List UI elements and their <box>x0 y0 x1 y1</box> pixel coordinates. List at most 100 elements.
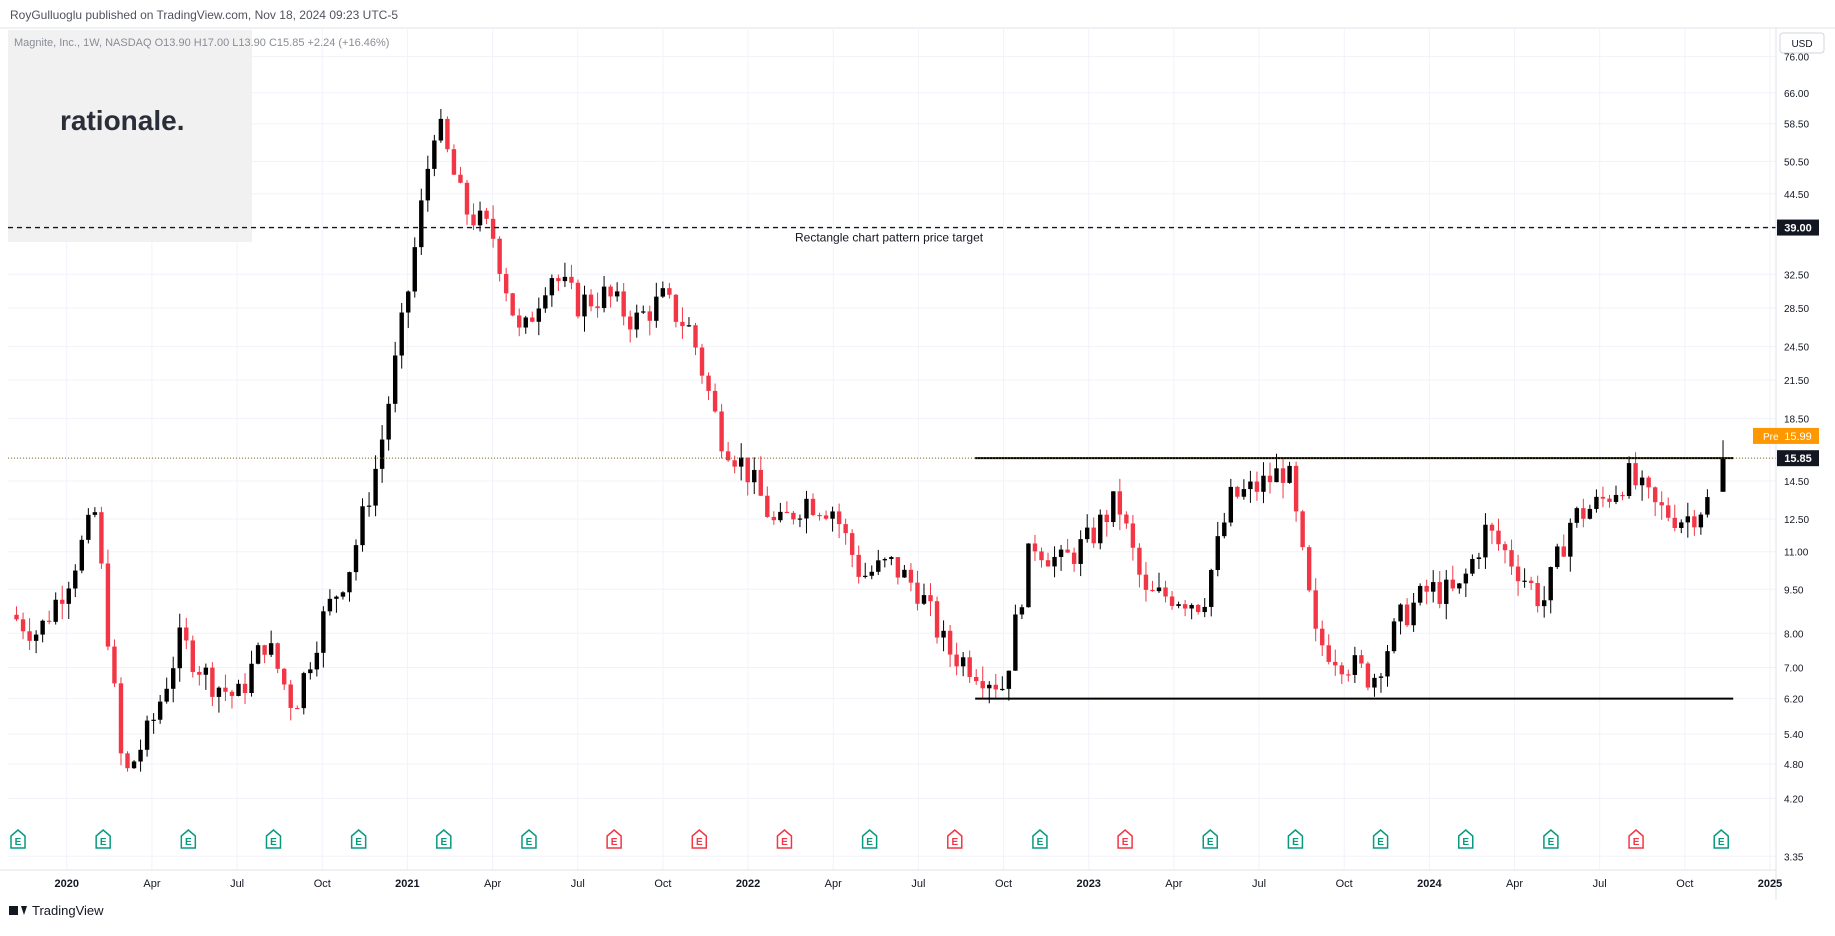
candle-down <box>647 311 652 321</box>
candle-up <box>1261 475 1266 492</box>
earnings-marker[interactable]: E <box>521 829 537 849</box>
earnings-marker-text: E <box>15 837 22 848</box>
time-tick-label: Oct <box>1676 878 1693 890</box>
candle-down <box>1561 546 1566 557</box>
candle-down <box>1130 523 1136 548</box>
publisher-text: RoyGulluoglu published on TradingView.co… <box>10 8 398 22</box>
earnings-marker[interactable]: E <box>861 829 878 849</box>
earnings-marker[interactable]: E <box>265 829 282 849</box>
candle-down <box>1646 477 1651 488</box>
candle-down <box>510 293 515 316</box>
price-tick-label: 50.50 <box>1784 157 1809 168</box>
earnings-marker[interactable]: E <box>10 829 26 849</box>
earnings-marker-shape <box>265 829 282 849</box>
symbol-line: Magnite, Inc., 1W, NASDAQ O13.90 H17.00 … <box>14 37 389 49</box>
time-tick-label: Apr <box>825 878 842 890</box>
earnings-marker[interactable]: E <box>947 829 963 849</box>
currency-button[interactable]: USD <box>1779 32 1825 54</box>
candle-up <box>366 505 372 507</box>
earnings-marker-shape <box>947 829 963 849</box>
earnings-marker-text: E <box>1037 837 1044 848</box>
candle-up <box>1084 527 1090 540</box>
candle-down <box>947 630 953 655</box>
candle-up <box>582 294 587 317</box>
earnings-marker[interactable]: E <box>1202 829 1219 849</box>
earnings-marker-shape <box>1372 829 1389 849</box>
price-tick-label: 18.50 <box>1784 415 1809 426</box>
candle-up <box>353 545 359 573</box>
earnings-marker[interactable]: E <box>606 829 622 849</box>
earnings-marker[interactable]: E <box>1628 829 1644 849</box>
candle-up <box>399 312 404 356</box>
candle-up <box>1287 465 1292 483</box>
candle-up <box>1352 655 1358 675</box>
candle-down <box>1182 604 1188 609</box>
tradingview-brand[interactable]: TradingView <box>9 903 104 918</box>
earnings-marker-shape <box>861 829 878 849</box>
candle-down <box>27 631 32 641</box>
price-target-label: Rectangle chart pattern price target <box>795 231 984 245</box>
earnings-marker[interactable]: E <box>1287 829 1304 849</box>
candle-up <box>778 511 783 521</box>
candle-down <box>530 317 535 322</box>
candle-up <box>1705 497 1710 515</box>
earnings-marker[interactable]: E <box>776 829 793 849</box>
candle-down <box>1195 604 1201 613</box>
candle-up <box>601 286 607 309</box>
earnings-marker[interactable]: E <box>1032 829 1048 849</box>
price-tick-label: 44.50 <box>1784 190 1809 201</box>
candle-up <box>1228 486 1234 523</box>
candle-up <box>752 469 757 483</box>
candle-down <box>1169 596 1175 606</box>
earnings-marker[interactable]: E <box>1372 829 1389 849</box>
earnings-marker[interactable]: E <box>1457 829 1474 849</box>
candle-down <box>1235 486 1240 497</box>
candle-up <box>92 512 98 515</box>
candle-down <box>1404 604 1410 626</box>
candle-down <box>229 691 235 696</box>
candle-up <box>373 468 378 506</box>
candle-down <box>993 684 998 690</box>
candle-down <box>974 676 979 682</box>
pre-market-value: 15.99 <box>1784 431 1812 443</box>
candle-up <box>157 701 163 720</box>
candle-up <box>1111 491 1116 523</box>
candle-up <box>543 295 548 309</box>
candle-down <box>628 316 633 330</box>
candle-up <box>523 317 528 328</box>
watermark-logo-text: rationale. <box>60 105 184 136</box>
earnings-marker[interactable]: E <box>1543 829 1559 849</box>
earnings-marker[interactable]: E <box>436 829 452 849</box>
time-tick-label: Jul <box>911 878 925 890</box>
candle-up <box>392 355 398 404</box>
time-axis[interactable]: 2020 Apr Jul Oct 2021 Apr Jul Oct 2022 Apr Jul Oct 2… <box>55 878 1783 890</box>
candle-down <box>895 557 901 578</box>
earnings-marker[interactable]: E <box>1713 829 1729 849</box>
earnings-marker[interactable]: E <box>350 829 367 849</box>
time-tick-label: Oct <box>1336 878 1353 890</box>
earnings-marker[interactable]: E <box>180 829 197 849</box>
candle-down <box>1320 628 1325 646</box>
candle-up <box>1000 688 1005 691</box>
candle-down <box>210 667 215 697</box>
candle-down <box>1045 560 1051 567</box>
earnings-marker-text: E <box>951 837 958 848</box>
candle-up <box>876 560 881 572</box>
price-tick-label: 14.50 <box>1784 477 1809 488</box>
candle-up <box>33 634 39 641</box>
candle-up <box>1698 514 1704 528</box>
candle-up <box>1019 607 1025 615</box>
earnings-marker[interactable]: E <box>1117 829 1133 849</box>
time-tick-label: Apr <box>1506 878 1523 890</box>
candle-down <box>1039 551 1044 561</box>
earnings-marker-shape <box>350 829 367 849</box>
candle-down <box>1326 645 1331 662</box>
candle-up <box>1431 582 1436 592</box>
candle-up <box>308 669 313 674</box>
candle-down <box>817 515 822 517</box>
earnings-marker-shape <box>1457 829 1474 849</box>
earnings-marker[interactable]: E <box>691 829 708 849</box>
candle-up <box>66 588 71 604</box>
earnings-marker[interactable]: E <box>95 829 111 849</box>
